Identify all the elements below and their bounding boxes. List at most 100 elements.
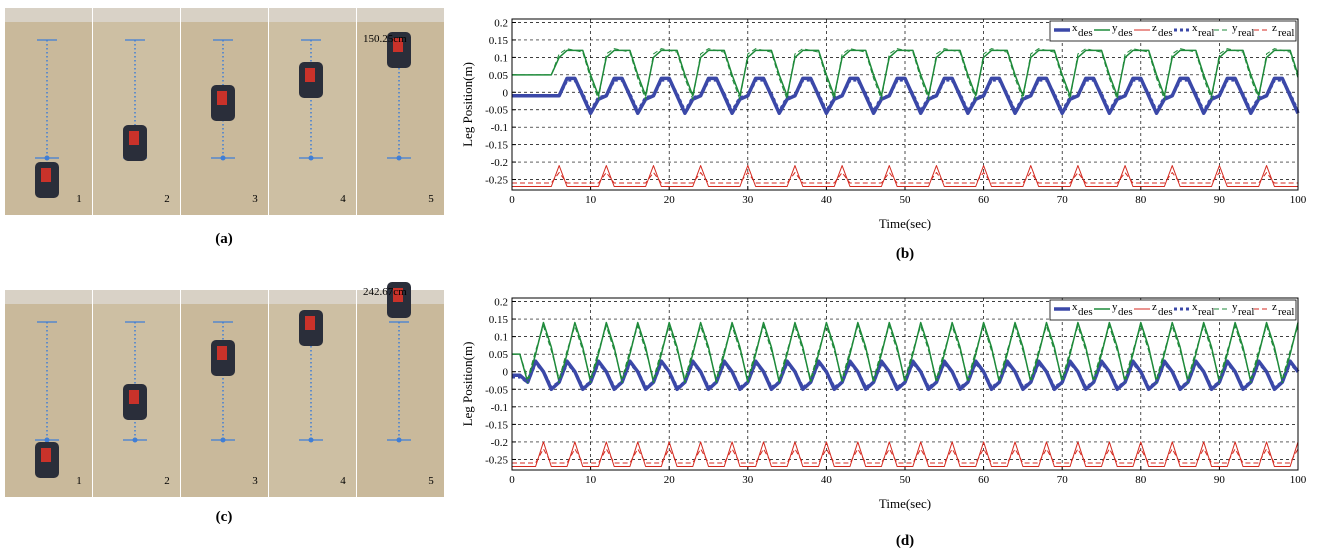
x-tick-label: 20 (664, 194, 676, 206)
legend-subscript: des (1078, 27, 1093, 39)
series-line (512, 361, 1300, 390)
legend-subscript: real (1278, 306, 1294, 318)
legend-label: y (1232, 22, 1238, 34)
caption: (d) (896, 533, 914, 549)
x-tick-label: 30 (742, 474, 754, 486)
photo-frame (269, 8, 356, 215)
legend-label: z (1272, 301, 1277, 313)
legend-label: z (1152, 22, 1157, 34)
x-tick-label: 90 (1214, 194, 1226, 206)
x-tick-label: 80 (1135, 194, 1147, 206)
y-tick-label: 0.1 (494, 52, 508, 64)
x-tick-label: 100 (1290, 194, 1307, 206)
wall (93, 290, 180, 304)
robot-board (129, 131, 139, 145)
legend-subscript: des (1118, 306, 1133, 318)
y-tick-label: 0 (503, 87, 509, 99)
series-line (512, 48, 1299, 100)
track-dot (308, 155, 314, 161)
frame-number: 2 (164, 475, 170, 487)
y-tick-label: 0.05 (489, 349, 509, 361)
track-dot (220, 155, 226, 161)
robot-board (129, 390, 139, 404)
x-axis-label: Time(sec) (879, 216, 931, 231)
x-tick-label: 0 (509, 474, 515, 486)
frame-number: 5 (428, 475, 434, 487)
x-tick-label: 60 (978, 194, 990, 206)
y-tick-label: 0.2 (494, 17, 508, 29)
y-tick-label: 0.2 (494, 297, 508, 309)
y-tick-label: 0.15 (489, 314, 509, 326)
y-tick-label: 0.15 (489, 35, 509, 47)
x-tick-label: 10 (585, 474, 597, 486)
wall (5, 8, 92, 22)
wall (357, 8, 444, 22)
legend-subscript: real (1198, 27, 1214, 39)
legend-subscript: des (1158, 27, 1173, 39)
x-tick-label: 70 (1057, 194, 1069, 206)
robot-board (41, 168, 51, 182)
track-dot (132, 437, 138, 443)
photo-frame (357, 290, 444, 497)
caption: (b) (896, 246, 914, 262)
y-tick-label: -0.2 (491, 437, 508, 449)
robot-board (305, 68, 315, 82)
axes-box (511, 18, 1299, 191)
caption: (a) (215, 231, 233, 247)
y-tick-label: -0.15 (485, 419, 508, 431)
robot-board (393, 288, 403, 302)
y-tick-label: -0.25 (485, 454, 508, 466)
x-tick-label: 40 (821, 474, 833, 486)
wall (93, 8, 180, 22)
robot-board (41, 448, 51, 462)
legend-box (1049, 20, 1297, 42)
series-line (512, 172, 1298, 184)
legend-subscript: real (1238, 27, 1254, 39)
legend-subscript: des (1078, 306, 1093, 318)
robot-board (217, 91, 227, 105)
series-line (512, 448, 1299, 464)
x-tick-label: 50 (900, 194, 912, 206)
y-axis-label: Leg Position(m) (460, 342, 475, 427)
frame-number: 2 (164, 193, 170, 205)
track-dot (220, 437, 226, 443)
track-dot (396, 155, 402, 161)
y-tick-label: -0.05 (485, 384, 508, 396)
legend-label: z (1272, 22, 1277, 34)
frame-number: 1 (76, 475, 82, 487)
track-dot (308, 437, 314, 443)
robot-board (305, 316, 315, 330)
frame-number: 4 (340, 193, 346, 205)
x-tick-label: 100 (1290, 474, 1307, 486)
track-dot (44, 155, 50, 161)
legend-label: z (1152, 301, 1157, 313)
y-tick-label: -0.1 (491, 122, 508, 134)
robot-board (393, 38, 403, 52)
y-tick-label: -0.1 (491, 402, 508, 414)
legend-subscript: des (1158, 306, 1173, 318)
frame-number: 1 (76, 193, 82, 205)
x-tick-label: 60 (978, 474, 990, 486)
legend-label: y (1112, 22, 1118, 34)
legend-subscript: real (1198, 306, 1214, 318)
x-tick-label: 20 (664, 474, 676, 486)
legend-label: y (1232, 301, 1238, 313)
y-axis-label: Leg Position(m) (460, 62, 475, 147)
caption: (c) (216, 509, 233, 525)
x-tick-label: 0 (509, 194, 515, 206)
y-tick-label: -0.25 (485, 175, 508, 187)
frame-number: 5 (428, 193, 434, 205)
y-tick-label: 0.05 (489, 70, 509, 82)
x-tick-label: 50 (900, 474, 912, 486)
x-tick-label: 80 (1135, 474, 1147, 486)
x-axis-label: Time(sec) (879, 496, 931, 511)
x-tick-label: 40 (821, 194, 833, 206)
legend-label: x (1072, 22, 1078, 34)
y-tick-label: 0 (503, 367, 509, 379)
y-tick-label: -0.2 (491, 157, 508, 169)
wall (181, 290, 268, 304)
legend-label: x (1072, 301, 1078, 313)
legend-box (1049, 299, 1297, 321)
wall (269, 290, 356, 304)
